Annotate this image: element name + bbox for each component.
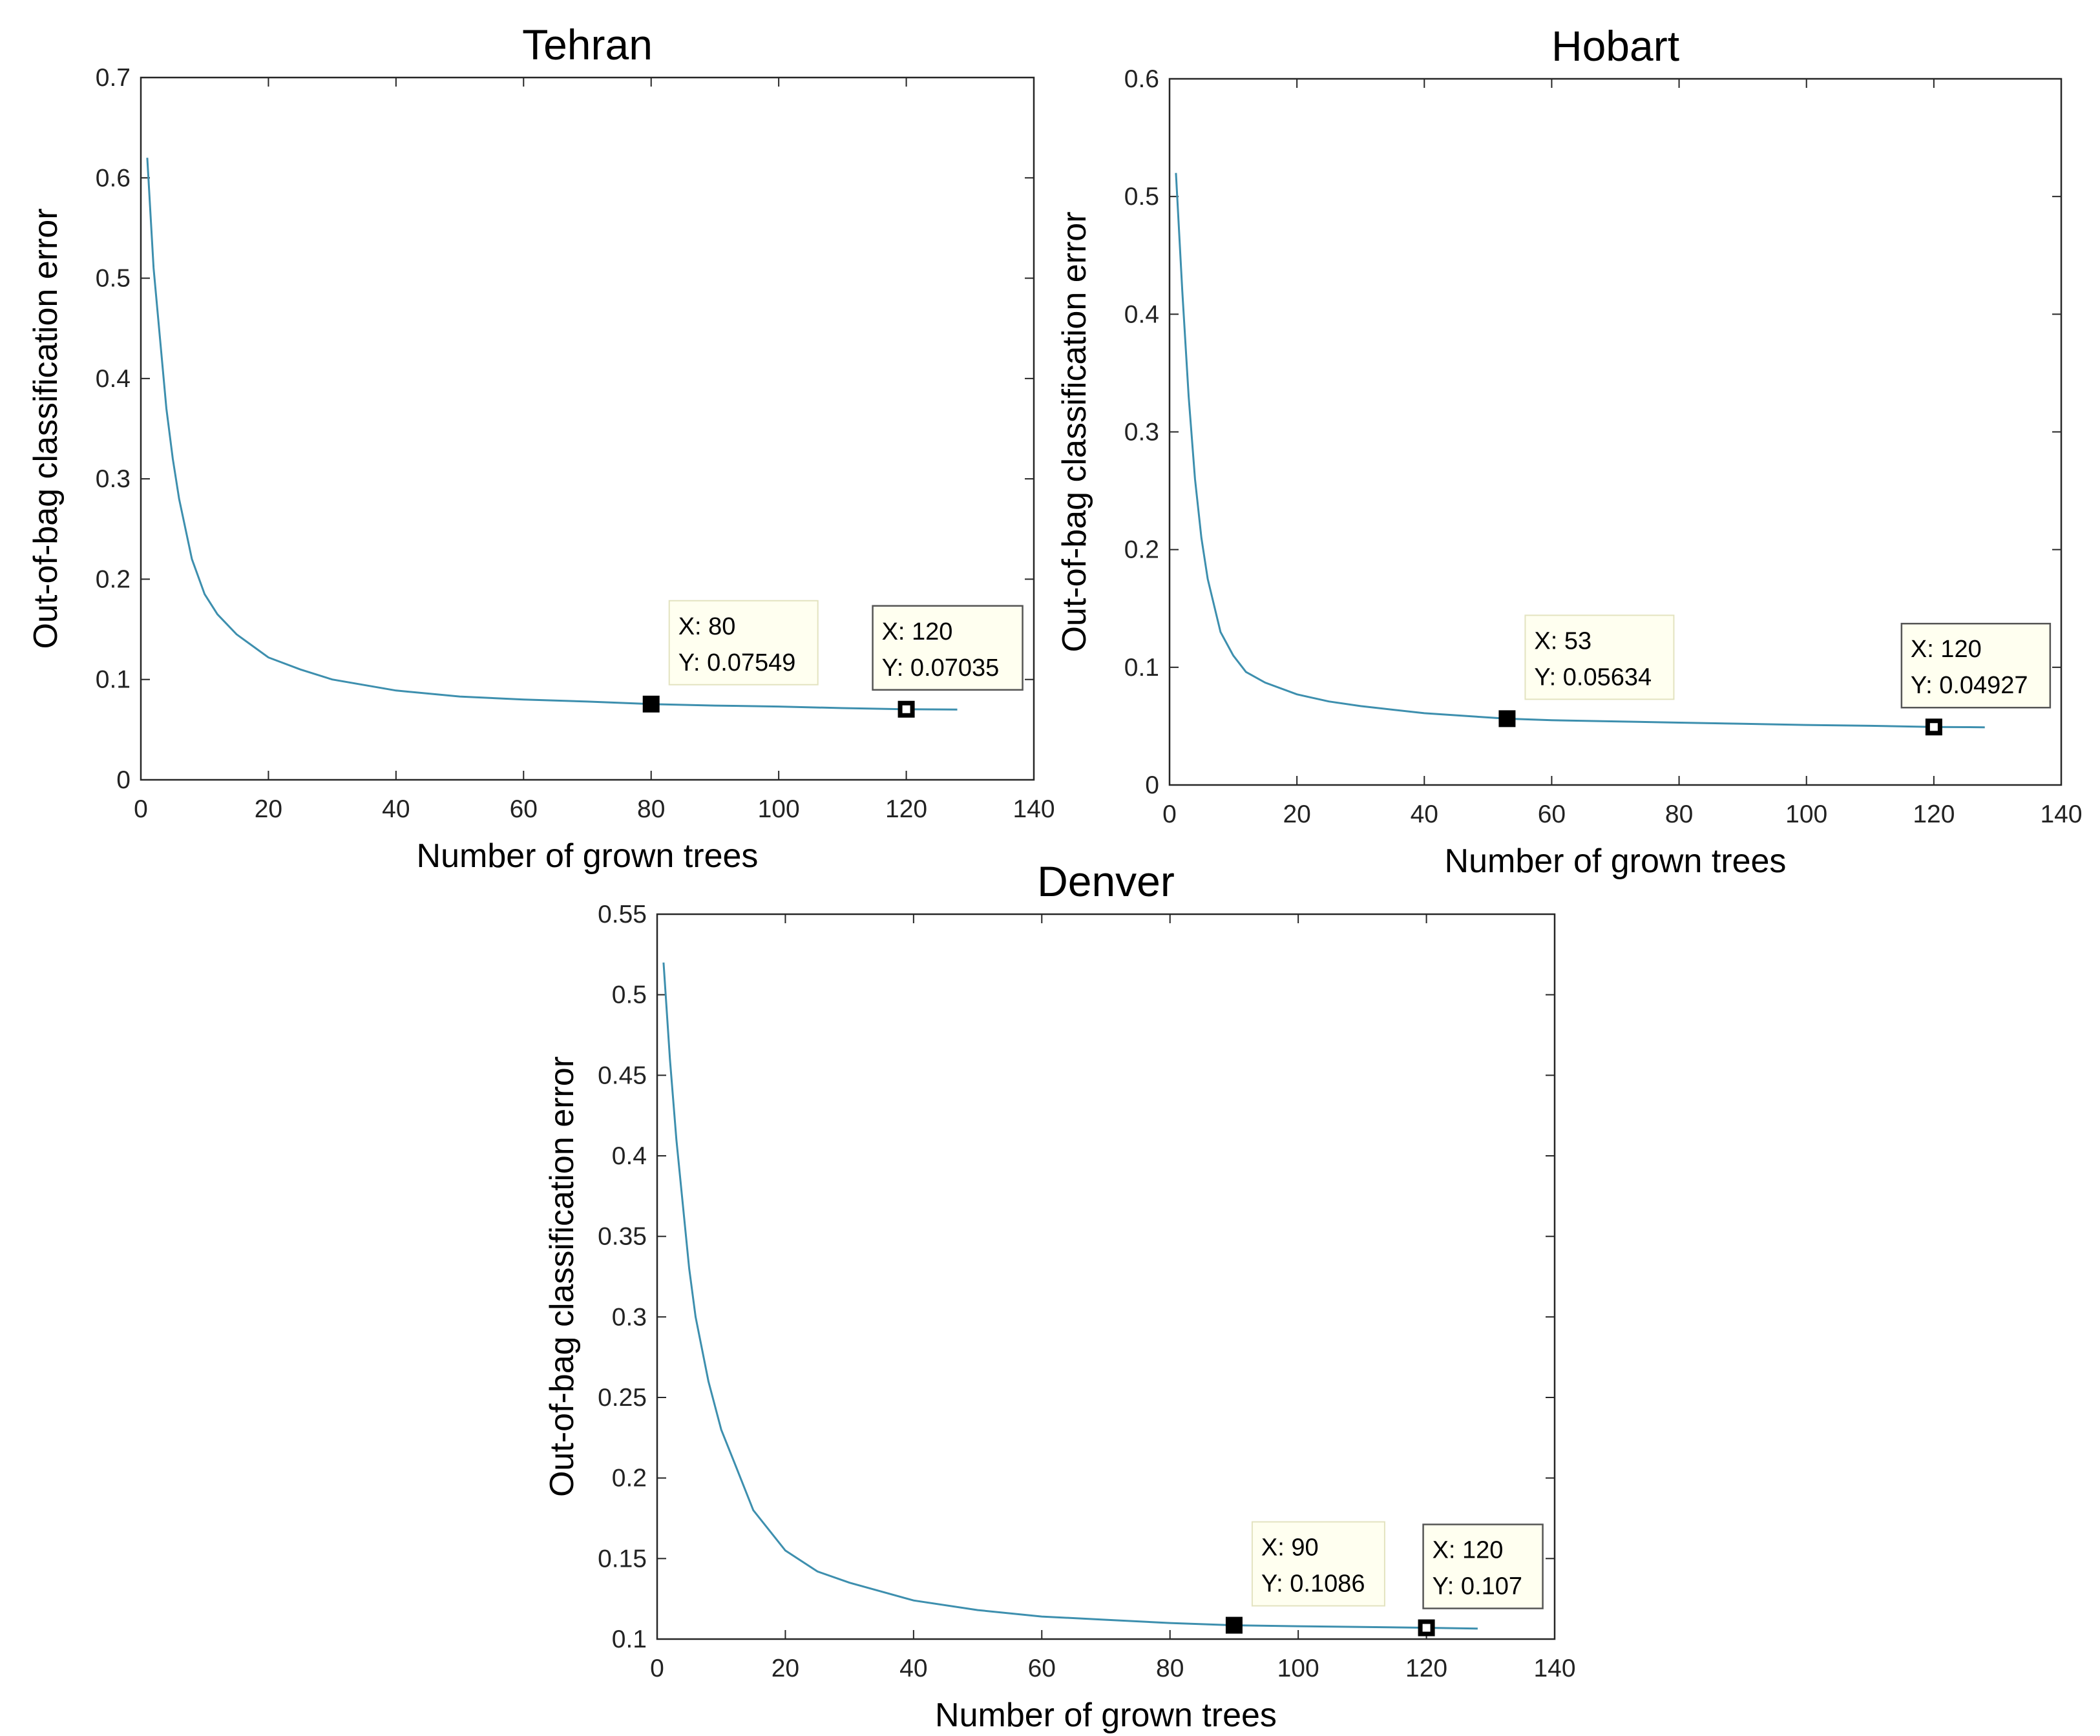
y-tick-label: 0.35 — [598, 1223, 647, 1251]
x-tick-label: 0 — [134, 795, 148, 823]
datatip-y-value: Y: 0.05634 — [1534, 664, 1652, 691]
series-line — [662, 962, 1478, 1630]
y-tick-label: 0.4 — [612, 1142, 647, 1170]
y-tick-label: 0.3 — [612, 1303, 647, 1331]
y-axis-label: Out-of-bag classification error — [543, 1056, 581, 1497]
datatip-box[interactable] — [668, 600, 819, 685]
datatip-x-value: X: 120 — [882, 618, 953, 645]
y-tick-label: 0 — [1145, 771, 1159, 799]
datatip[interactable]: X: 120 Y: 0.107 — [1422, 1523, 1544, 1609]
datatip-marker[interactable] — [1498, 710, 1516, 727]
x-tick-label: 120 — [1913, 800, 1955, 828]
x-tick-label: 140 — [2040, 800, 2082, 828]
datatip-marker-center — [1422, 1624, 1431, 1632]
chart-tehran: Tehran Number of grown trees Out-of-bag cl… — [27, 21, 1055, 875]
y-tick-label: 0.55 — [598, 901, 647, 928]
datatip-marker-center — [1929, 723, 1938, 731]
datatip-box[interactable] — [1900, 622, 2052, 709]
y-tick-label: 0.5 — [1124, 183, 1159, 211]
datatip-y-value: Y: 0.04927 — [1911, 672, 2028, 699]
y-tick-label: 0.6 — [1124, 65, 1159, 93]
y-tick-label: 0.7 — [96, 64, 131, 92]
datatip-box[interactable] — [872, 605, 1024, 691]
datatip-box[interactable] — [1251, 1521, 1385, 1607]
datatip-x-value: X: 120 — [1911, 636, 1982, 663]
y-axis-label: Out-of-bag classification error — [27, 208, 65, 649]
y-tick-label: 0.25 — [598, 1384, 647, 1412]
datatip-marker-center — [902, 705, 910, 713]
datatip[interactable]: X: 53 Y: 0.05634 — [1524, 614, 1675, 700]
chart-title: Hobart — [1551, 22, 1679, 70]
x-tick-label: 60 — [1028, 1655, 1056, 1682]
x-tick-label: 40 — [382, 795, 410, 823]
x-tick-label: 20 — [772, 1655, 799, 1682]
x-tick-label: 40 — [899, 1655, 927, 1682]
y-tick-label: 0.2 — [1124, 536, 1159, 564]
x-tick-label: 80 — [1156, 1655, 1184, 1682]
x-tick-label: 140 — [1533, 1655, 1575, 1682]
chart-title: Denver — [1037, 857, 1175, 905]
x-tick-label: 0 — [1162, 800, 1177, 828]
x-axis-label: Number of grown trees — [1445, 842, 1787, 880]
y-tick-label: 0.45 — [598, 1061, 647, 1089]
y-tick-label: 0 — [116, 766, 131, 794]
datatip-y-value: Y: 0.107 — [1433, 1573, 1522, 1600]
y-tick-label: 0.1 — [612, 1626, 647, 1653]
x-tick-label: 80 — [1665, 800, 1693, 828]
datatip-x-value: X: 53 — [1534, 627, 1591, 654]
x-axis-label: Number of grown trees — [417, 837, 759, 875]
y-tick-label: 0.3 — [96, 465, 131, 493]
y-tick-label: 0.5 — [96, 265, 131, 293]
y-tick-label: 0.2 — [96, 565, 131, 593]
x-tick-label: 80 — [637, 795, 665, 823]
plot-area — [656, 913, 1556, 1640]
y-tick-label: 0.4 — [96, 365, 131, 393]
y-tick-label: 0.15 — [598, 1545, 647, 1573]
datatip[interactable]: X: 90 Y: 0.1086 — [1251, 1521, 1385, 1607]
datatip-marker[interactable] — [1225, 1616, 1243, 1634]
y-axis-label: Out-of-bag classification error — [1056, 211, 1093, 652]
y-tick-label: 0.2 — [612, 1465, 647, 1492]
x-axis-label: Number of grown trees — [935, 1697, 1277, 1734]
datatip[interactable]: X: 80 Y: 0.07549 — [668, 600, 819, 685]
x-tick-label: 120 — [1405, 1655, 1447, 1682]
series-line — [1175, 173, 1985, 729]
datatip-x-value: X: 120 — [1433, 1537, 1504, 1564]
datatip[interactable]: X: 120 Y: 0.07035 — [872, 605, 1024, 691]
x-tick-label: 0 — [650, 1655, 664, 1682]
x-tick-label: 60 — [510, 795, 538, 823]
series-line — [146, 158, 958, 711]
y-tick-label: 0.4 — [1124, 300, 1159, 328]
x-tick-label: 20 — [255, 795, 282, 823]
datatip-y-value: Y: 0.1086 — [1261, 1571, 1365, 1598]
y-tick-label: 0.3 — [1124, 419, 1159, 446]
datatip-box[interactable] — [1422, 1523, 1544, 1609]
datatip[interactable]: X: 120 Y: 0.04927 — [1900, 622, 2052, 709]
datatip-y-value: Y: 0.07549 — [678, 649, 796, 676]
datatip-x-value: X: 80 — [678, 613, 736, 640]
x-tick-label: 120 — [885, 795, 927, 823]
chart-hobart: Hobart Number of grown trees Out-of-bag cl… — [1056, 22, 2083, 880]
x-tick-label: 40 — [1411, 800, 1438, 828]
chart-denver: Denver Number of grown trees Out-of-bag cl… — [543, 857, 1576, 1734]
y-tick-label: 0.1 — [1124, 654, 1159, 682]
x-tick-label: 100 — [1785, 800, 1827, 828]
y-tick-label: 0.5 — [612, 981, 647, 1009]
datatip-box[interactable] — [1524, 614, 1675, 700]
x-tick-label: 100 — [758, 795, 800, 823]
chart-title: Tehran — [522, 21, 653, 68]
y-tick-label: 0.6 — [96, 164, 131, 192]
datatip-y-value: Y: 0.07035 — [882, 654, 1000, 682]
x-tick-label: 60 — [1538, 800, 1566, 828]
datatip-x-value: X: 90 — [1261, 1534, 1319, 1562]
datatip-marker[interactable] — [642, 695, 660, 713]
y-tick-label: 0.1 — [96, 666, 131, 694]
x-tick-label: 140 — [1013, 795, 1055, 823]
x-tick-label: 20 — [1283, 800, 1310, 828]
x-tick-label: 100 — [1277, 1655, 1319, 1682]
